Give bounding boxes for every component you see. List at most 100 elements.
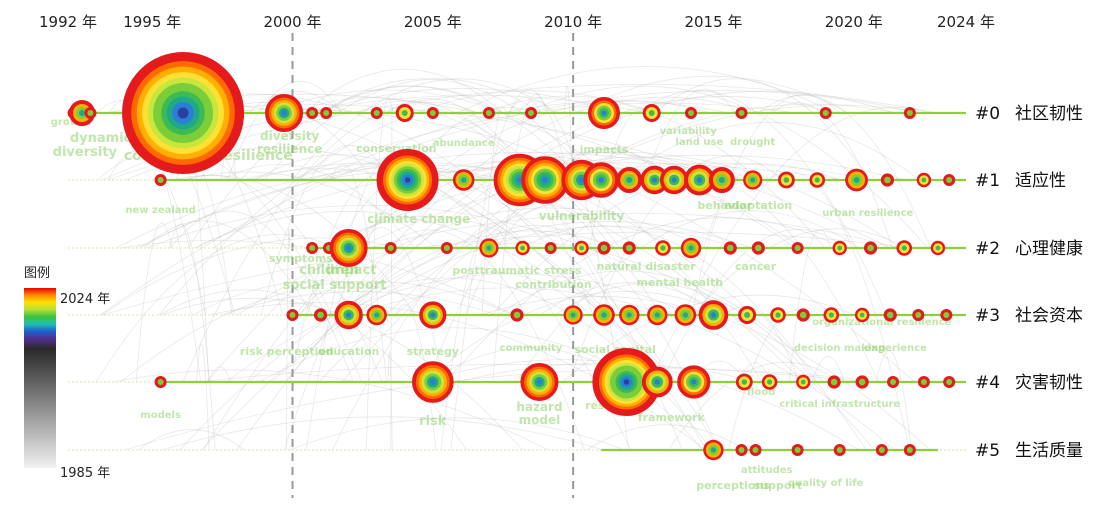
node-ring [688,245,694,251]
keyword-label: children [299,263,359,278]
citation-node [708,167,735,193]
citation-arc [192,280,450,316]
year-label: 1992 年 [39,13,97,31]
node-ring [542,177,548,183]
citation-arc [457,66,837,114]
citation-node [796,374,811,390]
node-ring [578,177,585,183]
citation-arc [170,210,354,383]
node-ring [404,177,411,183]
keyword-label: decision making [794,343,886,354]
citation-arc [196,343,210,451]
keyword-label: education [318,345,380,358]
citation-arc [323,78,594,181]
citation-arc [289,417,625,451]
year-label: 2005 年 [404,13,462,31]
node-ring [682,312,689,318]
node-ring [486,245,492,251]
keyword-label: urban resilience [822,208,913,219]
node-outline [376,149,439,211]
citation-arc [369,212,901,249]
keyword-label: perceptions [696,479,770,492]
keyword-label: quality of life [788,478,864,489]
keyword-label: hazard [516,400,562,414]
node-ring [323,110,330,116]
cluster-5: #5 生活质量 [68,439,1083,461]
cluster-name: 适应性 [1015,171,1066,191]
node-ring [429,110,436,116]
citation-arc [347,90,896,316]
citation-arc [429,347,704,451]
legend-bottom-label: 1985 年 [60,466,110,481]
cluster-id: #5 [975,441,1000,461]
node-ring [814,177,820,183]
keyword-label: land use [676,137,724,148]
citation-node [819,107,832,119]
citation-arc [213,100,730,249]
citation-node [482,107,495,119]
keyword-label: critical infrastructure [779,399,900,410]
node-ring [430,312,436,318]
node-ring [744,312,751,318]
keyword-label: drought [730,137,775,148]
node-ring [346,245,352,251]
keyword-label: contribution [515,278,591,291]
node-ring [570,312,576,318]
keyword-label: diversity [53,145,118,160]
citation-arc [875,350,912,451]
citation-arc [554,282,867,451]
node-ring [830,378,838,386]
citation-arc [161,416,604,451]
keyword-label: attitudes [741,465,793,476]
citation-node [863,241,878,255]
citation-node [265,94,304,132]
citation-arc [341,103,897,383]
keyword-label: community [500,343,563,354]
node-outline [698,300,729,330]
node-ring [626,312,632,318]
node-ring [755,244,762,252]
citation-arc [254,154,632,451]
node-ring [317,311,324,319]
node-ring [800,379,806,385]
citation-node [749,444,762,456]
citation-node [647,304,668,326]
node-ring [536,379,543,385]
citation-arc [304,68,503,114]
node-ring [718,177,725,183]
citation-node [684,164,715,196]
citation-node [875,444,888,456]
node-ring [794,447,801,453]
node-outline [587,97,620,129]
node-ring [710,312,717,318]
citation-node [833,444,846,456]
citation-node [370,107,383,119]
keyword-label: behavior [697,199,752,212]
citation-node [313,308,328,322]
citation-arc [218,108,916,383]
citation-arc [324,154,905,249]
citation-arc [365,98,394,451]
node-ring [648,110,655,116]
citation-arc [291,78,557,181]
citation-node [823,307,840,323]
citation-node [525,107,538,119]
citation-node [903,444,916,456]
node-ring [309,110,316,116]
citation-node [306,242,319,254]
citation-arc [703,94,840,249]
keyword-label: vulnerability [539,209,625,223]
citation-arc [654,78,871,181]
node-ring [345,312,352,318]
citation-node [641,366,673,398]
node-ring [901,245,907,251]
citation-arc [179,221,753,451]
citation-node [659,165,689,195]
cluster-name: 生活质量 [1015,441,1083,461]
year-label: 2024 年 [937,13,995,31]
citation-node [544,242,557,254]
citation-node [286,309,299,321]
citation-node [930,240,946,256]
node-ring [696,177,703,183]
keyword-label: mental health [636,276,723,289]
